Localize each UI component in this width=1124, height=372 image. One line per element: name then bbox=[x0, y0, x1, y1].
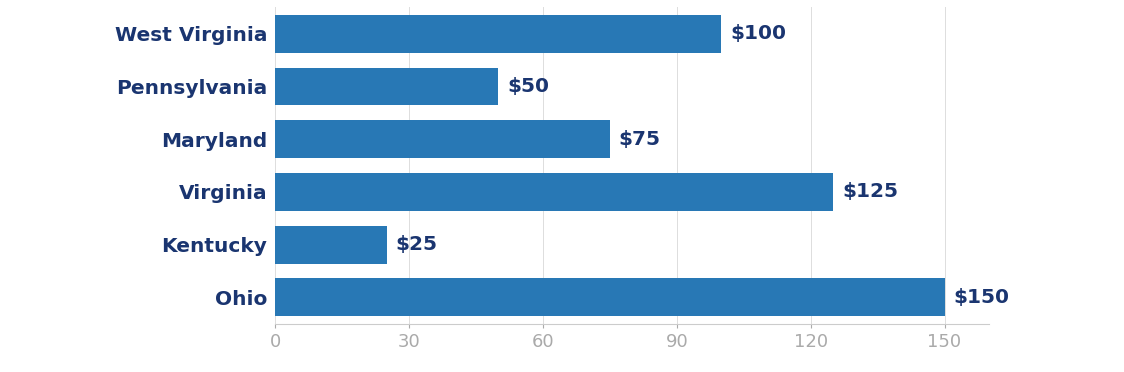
Text: $75: $75 bbox=[619, 130, 661, 149]
Bar bbox=[275, 278, 944, 316]
Text: $50: $50 bbox=[507, 77, 550, 96]
Text: $25: $25 bbox=[396, 235, 438, 254]
Text: $150: $150 bbox=[953, 288, 1009, 307]
Text: $125: $125 bbox=[842, 182, 898, 201]
Bar bbox=[275, 15, 722, 53]
Bar bbox=[275, 68, 498, 105]
Bar bbox=[275, 120, 610, 158]
Bar bbox=[275, 173, 833, 211]
Text: $100: $100 bbox=[731, 24, 787, 43]
Bar bbox=[275, 225, 387, 263]
